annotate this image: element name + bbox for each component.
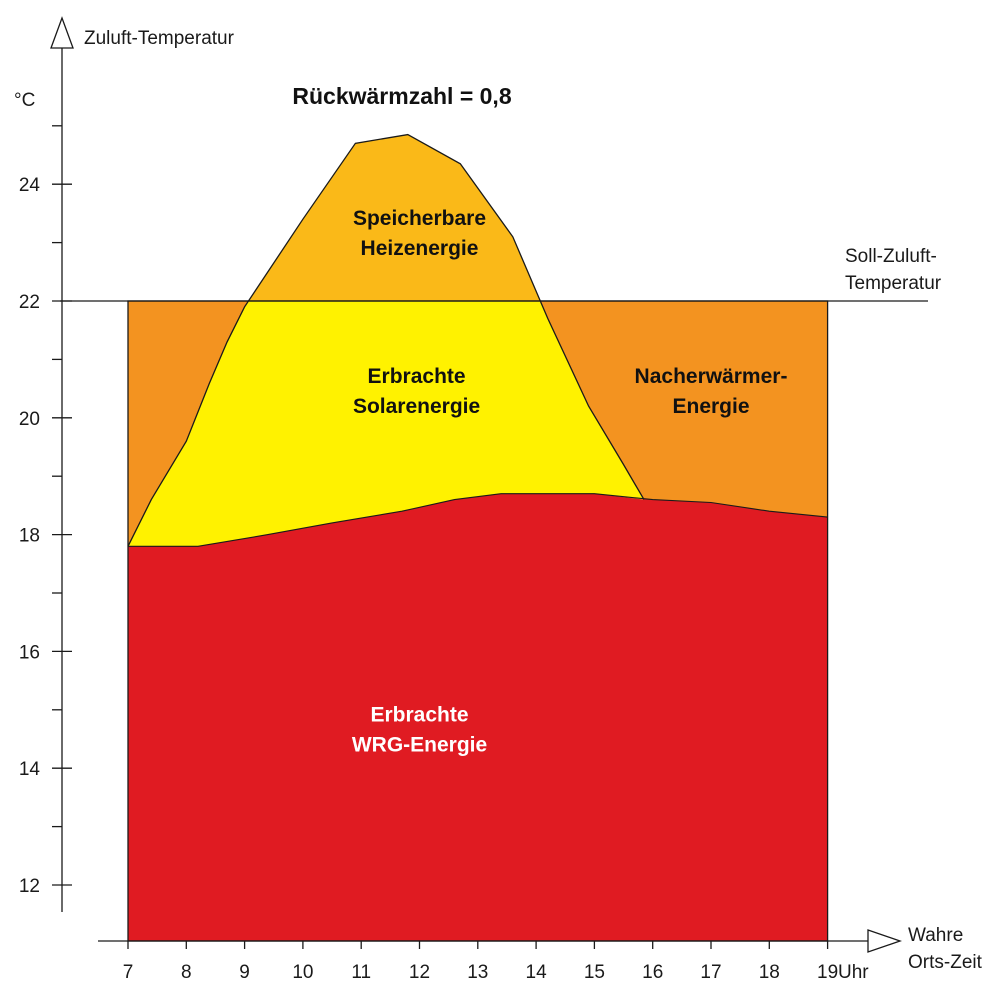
x-axis-arrow-icon	[867, 929, 902, 953]
x-tick-label: 15	[584, 962, 605, 983]
x-axis-title-line2: Orts-Zeit	[908, 952, 983, 973]
y-tick-label: 12	[19, 876, 40, 897]
solar-area	[128, 301, 644, 547]
soll-line-label-line1: Soll-Zuluft-	[845, 246, 937, 267]
region-label-line: Speicherbare	[353, 207, 486, 230]
region-labels: Speicherbare Heizenergie Erbrachte Solarene…	[352, 207, 788, 756]
y-axis-title: Zuluft-Temperatur	[84, 28, 235, 49]
y-axis-arrow-icon	[50, 16, 74, 49]
x-tick-label: 9	[239, 962, 250, 983]
chart-regions	[127, 133, 829, 942]
x-axis-unit: Uhr	[838, 962, 869, 983]
y-tick-label: 20	[19, 409, 40, 430]
wrg-area	[128, 493, 828, 941]
region-label-line: Energie	[672, 395, 749, 418]
y-tick-label: 22	[19, 292, 40, 313]
x-ticks: 7 8 9 10 11 12 13 14 15 16 17 18 19	[123, 941, 838, 983]
solar-curve-line	[127, 133, 645, 547]
chart-title: Rückwärmzahl = 0,8	[292, 83, 511, 109]
soll-line-label-line2: Temperatur	[845, 273, 942, 294]
y-tick-label: 14	[19, 759, 41, 780]
y-tick-label: 18	[19, 526, 40, 547]
region-label-line: Erbrachte	[368, 365, 466, 388]
region-label-line: Solarenergie	[353, 395, 480, 418]
y-tick-label: 24	[19, 175, 41, 196]
x-tick-label: 17	[700, 962, 721, 983]
axes: 12 14 16 18 20 22 24 7 8 9 10 11 12 13 14 15 16 17 18 19	[19, 16, 902, 983]
x-axis-title-line1: Wahre	[908, 925, 963, 946]
region-label-line: Erbrachte	[370, 703, 468, 726]
x-tick-label: 19	[817, 962, 838, 983]
x-tick-label: 7	[123, 962, 134, 983]
x-tick-label: 14	[526, 962, 548, 983]
x-tick-label: 11	[351, 962, 371, 983]
wrg-curve-line	[128, 493, 828, 547]
speicherbar-area	[248, 134, 541, 301]
region-label-line: Heizenergie	[361, 237, 479, 260]
x-tick-label: 18	[759, 962, 780, 983]
region-label-line: WRG-Energie	[352, 733, 487, 756]
x-tick-label: 10	[292, 962, 313, 983]
y-axis-unit: °C	[14, 90, 35, 111]
x-tick-label: 8	[181, 962, 192, 983]
region-label-line: Nacherwärmer-	[635, 365, 788, 388]
x-tick-label: 12	[409, 962, 430, 983]
x-tick-label: 13	[467, 962, 488, 983]
x-tick-label: 16	[642, 962, 663, 983]
y-tick-label: 16	[19, 642, 40, 663]
y-ticks: 12 14 16 18 20 22 24	[19, 125, 72, 897]
